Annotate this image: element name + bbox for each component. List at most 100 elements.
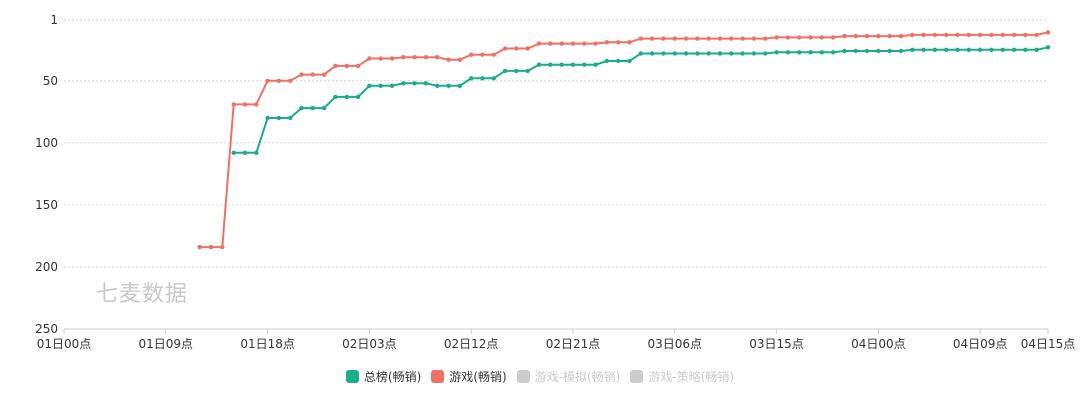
data-point[interactable]	[763, 36, 768, 41]
data-point[interactable]	[672, 36, 677, 41]
data-point[interactable]	[717, 51, 723, 56]
data-point[interactable]	[344, 63, 349, 69]
data-point[interactable]	[1034, 32, 1039, 38]
data-point[interactable]	[389, 83, 395, 89]
data-point[interactable]	[876, 48, 881, 54]
data-point[interactable]	[910, 47, 915, 52]
data-point[interactable]	[231, 150, 236, 155]
data-point[interactable]	[763, 51, 768, 56]
data-point[interactable]	[469, 52, 474, 57]
data-point[interactable]	[525, 68, 530, 74]
data-point[interactable]	[649, 51, 655, 56]
data-point[interactable]	[604, 40, 610, 45]
data-point[interactable]	[1034, 47, 1039, 52]
data-point[interactable]	[525, 46, 530, 51]
data-point[interactable]	[310, 105, 315, 111]
data-point[interactable]	[333, 94, 338, 100]
legend-item-0[interactable]: 总榜(畅销)	[345, 368, 421, 385]
data-point[interactable]	[1000, 47, 1005, 52]
data-point[interactable]	[785, 50, 791, 55]
data-point[interactable]	[740, 36, 745, 41]
data-point[interactable]	[740, 51, 745, 56]
data-point[interactable]	[491, 52, 496, 57]
data-point[interactable]	[774, 35, 779, 40]
data-point[interactable]	[208, 244, 214, 250]
data-point[interactable]	[378, 56, 383, 61]
data-point[interactable]	[299, 105, 304, 111]
data-point[interactable]	[808, 50, 813, 55]
data-point[interactable]	[1011, 32, 1017, 38]
data-point[interactable]	[480, 76, 485, 81]
data-point[interactable]	[921, 32, 926, 38]
data-point[interactable]	[446, 83, 451, 89]
data-point[interactable]	[864, 33, 870, 39]
data-point[interactable]	[570, 41, 576, 46]
data-point[interactable]	[265, 78, 270, 84]
data-point[interactable]	[695, 51, 700, 56]
data-point[interactable]	[1011, 47, 1017, 52]
data-point[interactable]	[989, 47, 994, 52]
data-point[interactable]	[469, 76, 474, 81]
data-point[interactable]	[706, 36, 711, 41]
data-point[interactable]	[582, 41, 587, 46]
data-point[interactable]	[242, 150, 248, 155]
data-point[interactable]	[638, 51, 643, 56]
data-point[interactable]	[1000, 32, 1005, 38]
data-point[interactable]	[333, 63, 338, 69]
data-point[interactable]	[457, 57, 463, 62]
data-point[interactable]	[616, 40, 621, 45]
data-point[interactable]	[649, 36, 655, 41]
data-point[interactable]	[502, 68, 508, 74]
data-point[interactable]	[661, 36, 666, 41]
data-point[interactable]	[616, 58, 621, 64]
data-point[interactable]	[819, 50, 824, 55]
data-point[interactable]	[955, 47, 960, 52]
data-point[interactable]	[977, 32, 983, 38]
data-point[interactable]	[729, 51, 734, 56]
data-point[interactable]	[355, 63, 361, 69]
data-point[interactable]	[288, 78, 293, 84]
data-point[interactable]	[898, 48, 904, 54]
data-point[interactable]	[242, 102, 248, 107]
data-point[interactable]	[977, 47, 983, 52]
data-point[interactable]	[276, 115, 282, 121]
data-point[interactable]	[1045, 30, 1051, 35]
data-point[interactable]	[604, 58, 610, 64]
data-point[interactable]	[321, 72, 327, 77]
data-point[interactable]	[797, 50, 802, 55]
data-point[interactable]	[1023, 32, 1028, 38]
data-point[interactable]	[435, 55, 440, 60]
legend-item-2[interactable]: 游戏-模拟(畅销)	[516, 368, 620, 385]
data-point[interactable]	[1045, 45, 1051, 50]
data-point[interactable]	[932, 47, 938, 52]
data-point[interactable]	[842, 33, 847, 39]
data-point[interactable]	[819, 35, 824, 40]
data-point[interactable]	[367, 83, 372, 89]
data-point[interactable]	[695, 36, 700, 41]
data-point[interactable]	[514, 46, 519, 51]
data-point[interactable]	[797, 35, 802, 40]
data-point[interactable]	[310, 72, 315, 77]
data-point[interactable]	[435, 83, 440, 89]
data-point[interactable]	[944, 47, 949, 52]
data-point[interactable]	[729, 36, 734, 41]
data-point[interactable]	[548, 62, 553, 67]
data-point[interactable]	[344, 94, 349, 100]
data-point[interactable]	[378, 83, 383, 89]
legend-item-1[interactable]: 游戏(畅销)	[431, 368, 507, 385]
data-point[interactable]	[785, 35, 791, 40]
data-point[interactable]	[299, 72, 304, 77]
data-point[interactable]	[932, 32, 938, 38]
data-point[interactable]	[672, 51, 677, 56]
data-point[interactable]	[355, 94, 361, 100]
data-point[interactable]	[582, 62, 587, 67]
data-point[interactable]	[944, 32, 949, 38]
data-point[interactable]	[514, 68, 519, 74]
data-point[interactable]	[887, 48, 892, 54]
data-point[interactable]	[570, 62, 576, 67]
data-point[interactable]	[853, 48, 858, 54]
data-point[interactable]	[412, 55, 417, 60]
data-point[interactable]	[683, 51, 689, 56]
data-point[interactable]	[401, 55, 406, 60]
data-point[interactable]	[593, 41, 598, 46]
